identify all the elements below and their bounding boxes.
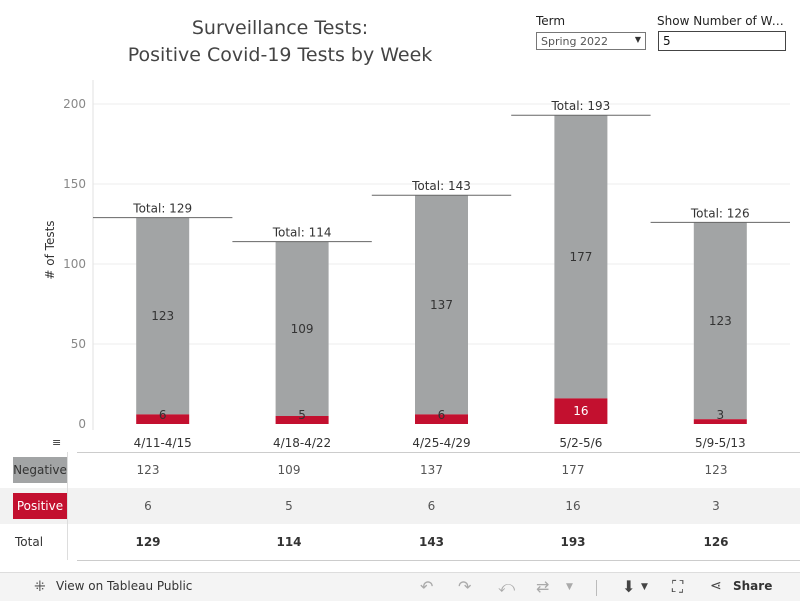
table-divider	[77, 560, 800, 561]
undo-icon[interactable]: ↶	[420, 577, 434, 596]
table-cell: 126	[703, 535, 729, 549]
table-cell: 109	[277, 463, 301, 477]
bar-negative	[415, 195, 468, 415]
table-cell: 114	[276, 535, 302, 549]
stacked-bar-chart: 0 50 100 150 200 # of Tests ≡ 123 6 Total: 129 4/1…	[43, 80, 790, 450]
term-select-value: Spring 2022	[541, 35, 608, 48]
table-cell: 177	[561, 463, 585, 477]
weeks-input[interactable]	[658, 31, 786, 51]
bar-negative	[136, 217, 190, 415]
bar-positive	[136, 414, 190, 424]
data-label-positive: 16	[573, 404, 588, 418]
x-tick-label: 4/11-4/15	[134, 436, 192, 450]
x-tick-label: 5/9-5/13	[695, 436, 746, 450]
data-label-negative: 123	[709, 314, 732, 328]
fullscreen-icon[interactable]: ⛶	[672, 577, 684, 596]
bar-negative	[693, 222, 747, 420]
bar-positive	[415, 414, 468, 424]
table-divider	[67, 452, 68, 560]
legend-positive[interactable]: Positive	[13, 493, 67, 519]
data-label-negative: 109	[291, 322, 314, 336]
table-cell: 6	[427, 499, 436, 513]
y-tick-label: 50	[71, 337, 86, 351]
sort-icon: ≡	[52, 436, 61, 449]
table-cell: 16	[565, 499, 581, 513]
chart-title: Surveillance Tests: Positive Covid-19 Te…	[90, 15, 470, 69]
chart-title-line1: Surveillance Tests:	[191, 17, 369, 39]
x-tick-label: 4/18-4/22	[273, 436, 331, 450]
view-on-tableau-link[interactable]: View on Tableau Public	[56, 579, 193, 593]
x-tick-label: 4/25-4/29	[412, 436, 470, 450]
table-cell: 123	[136, 463, 160, 477]
x-tick-label: 5/2-5/6	[559, 436, 602, 450]
refresh-icon[interactable]: ⇄	[536, 577, 550, 596]
download-icon[interactable]: ⬇	[622, 577, 636, 596]
data-label-negative: 137	[430, 298, 453, 312]
table-cell: 129	[135, 535, 161, 549]
table-cell: 123	[704, 463, 728, 477]
table-cell: 137	[420, 463, 443, 477]
footer-divider	[596, 580, 597, 596]
tableau-logo-icon: ⁜	[34, 579, 46, 595]
bar-positive	[693, 419, 747, 424]
table-divider	[77, 452, 800, 453]
data-label-positive: 5	[298, 408, 306, 422]
legend-negative[interactable]: Negative	[13, 457, 67, 483]
data-label-positive: 6	[438, 408, 446, 422]
revert-icon[interactable]: ⤺	[498, 577, 516, 596]
term-select[interactable]: Spring 2022 ▼	[536, 32, 646, 50]
legend-total: Total	[15, 529, 69, 555]
total-label: Total: 126	[690, 206, 750, 220]
redo-icon[interactable]: ↷	[458, 577, 472, 596]
table-cell: 193	[560, 535, 586, 549]
total-label: Total: 129	[132, 202, 192, 216]
total-label: Total: 143	[411, 179, 471, 193]
y-tick-label: 100	[63, 257, 86, 271]
data-label-positive: 3	[716, 408, 724, 422]
share-button[interactable]: Share	[733, 579, 773, 593]
bar-positive	[554, 398, 608, 424]
data-label-negative: 177	[569, 250, 592, 264]
term-label: Term	[536, 14, 566, 28]
table-cell: 6	[144, 499, 152, 513]
total-label: Total: 114	[272, 226, 332, 240]
table-cell: 3	[712, 499, 720, 513]
y-tick-label: 200	[63, 97, 86, 111]
table-row-negative: Negative 123 109 137 177 123	[0, 452, 800, 488]
share-icon[interactable]: ⋖	[710, 578, 722, 594]
y-axis-label: # of Tests	[43, 220, 57, 279]
table-cell: 143	[418, 535, 445, 549]
table-row-positive: Positive 6 5 6 16 3	[0, 488, 800, 524]
y-tick-label: 150	[63, 177, 86, 191]
data-label-positive: 6	[159, 408, 167, 422]
bar-negative	[275, 241, 329, 416]
data-label-negative: 123	[151, 309, 174, 323]
bar-positive	[275, 416, 329, 424]
y-tick-label: 0	[78, 417, 86, 431]
table-row-total: Total 129 114 143 193 126	[0, 524, 800, 560]
tableau-footer: ⁜ View on Tableau Public ↶ ↷ ⤺ ⇄ ▼ ⬇ ▼ ⛶…	[0, 572, 800, 601]
total-label: Total: 193	[551, 99, 611, 113]
chevron-down-icon: ▼	[634, 35, 641, 44]
bar-negative	[554, 115, 608, 399]
chevron-down-icon[interactable]: ▼	[566, 582, 573, 592]
chevron-down-icon[interactable]: ▼	[641, 582, 648, 592]
chart-title-line2: Positive Covid-19 Tests by Week	[127, 44, 433, 66]
table-cell: 5	[285, 499, 293, 513]
